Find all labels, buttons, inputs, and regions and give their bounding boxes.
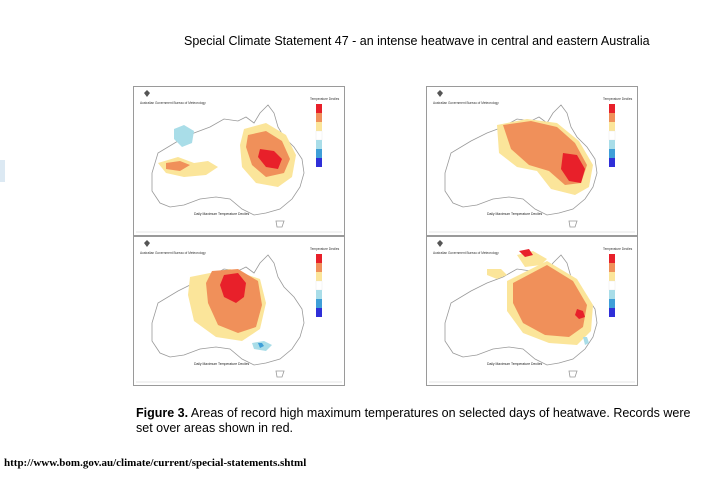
bom-logo: Australian Government Bureau of Meteorol…	[140, 240, 206, 255]
bom-logo: Australian Government Bureau of Meteorol…	[433, 240, 499, 255]
legend-swatch-record-low	[316, 158, 322, 167]
left-edge-marker	[0, 160, 5, 182]
logo-text: Australian Government Bureau of Meteorol…	[140, 251, 206, 255]
record-high-region	[220, 273, 246, 303]
map-top-left: Australian Government Bureau of Meteorol…	[136, 90, 342, 233]
source-url[interactable]: http://www.bom.gov.au/climate/current/sp…	[4, 457, 307, 469]
tasmania-outline	[275, 370, 285, 378]
legend-title: Temperature Deciles	[603, 97, 633, 101]
legend: Temperature Deciles	[310, 247, 340, 317]
legend-title: Temperature Deciles	[603, 247, 633, 251]
legend-title: Temperature Deciles	[310, 97, 340, 101]
legend-swatch-record-high	[316, 104, 322, 113]
map-panel-bottom-left: Australian Government Bureau of Meteorol…	[133, 236, 345, 386]
legend: Temperature Deciles	[310, 97, 340, 167]
record-high-region	[561, 153, 585, 183]
tasmania-outline	[275, 220, 285, 228]
figure-caption-text: Areas of record high maximum temperature…	[136, 406, 691, 435]
legend-swatch-very-much-above	[316, 113, 322, 122]
tasmania-outline	[568, 370, 578, 378]
legend-title: Temperature Deciles	[310, 247, 340, 251]
above-average-region	[487, 269, 507, 279]
very-much-above-region	[513, 265, 587, 337]
logo-text: Australian Government Bureau of Meteorol…	[140, 101, 206, 105]
legend-swatch-very-much-below	[316, 149, 322, 158]
bom-logo: Australian Government Bureau of Meteorol…	[140, 90, 206, 105]
legend-swatch-average	[315, 130, 323, 141]
record-high-region	[575, 309, 585, 319]
logo-text: Australian Government Bureau of Meteorol…	[433, 251, 499, 255]
logo-text: Australian Government Bureau of Meteorol…	[433, 101, 499, 105]
figure-caption: Figure 3. Areas of record high maximum t…	[136, 406, 696, 436]
map-title: Daily Maximum Temperature Deciles	[487, 212, 542, 216]
map-title: Daily Maximum Temperature Deciles	[487, 362, 542, 366]
legend: Temperature Deciles	[603, 97, 633, 167]
record-high-region	[519, 249, 533, 257]
map-title: Daily Maximum Temperature Deciles	[194, 362, 249, 366]
tasmania-outline	[568, 220, 578, 228]
very-cool-region	[258, 343, 264, 348]
page-title: Special Climate Statement 47 - an intens…	[184, 34, 650, 48]
cool-region	[174, 125, 194, 147]
figure-label: Figure 3.	[136, 406, 189, 420]
cool-region	[583, 337, 589, 345]
very-much-above-region	[166, 161, 190, 171]
map-panel-top-right: Australian Government Bureau of Meteorol…	[426, 86, 638, 236]
bom-logo: Australian Government Bureau of Meteorol…	[433, 90, 499, 105]
map-top-right: Australian Government Bureau of Meteorol…	[429, 90, 635, 233]
legend-swatch-below	[316, 140, 322, 149]
map-bottom-left: Australian Government Bureau of Meteorol…	[136, 240, 342, 383]
legend-swatch-above	[316, 122, 322, 131]
record-high-region	[258, 149, 282, 169]
map-title: Daily Maximum Temperature Deciles	[194, 212, 249, 216]
map-bottom-right: Australian Government Bureau of Meteorol…	[429, 240, 635, 383]
map-panel-top-left: Australian Government Bureau of Meteorol…	[133, 86, 345, 236]
map-panel-bottom-right: Australian Government Bureau of Meteorol…	[426, 236, 638, 386]
legend: Temperature Deciles	[603, 247, 633, 317]
